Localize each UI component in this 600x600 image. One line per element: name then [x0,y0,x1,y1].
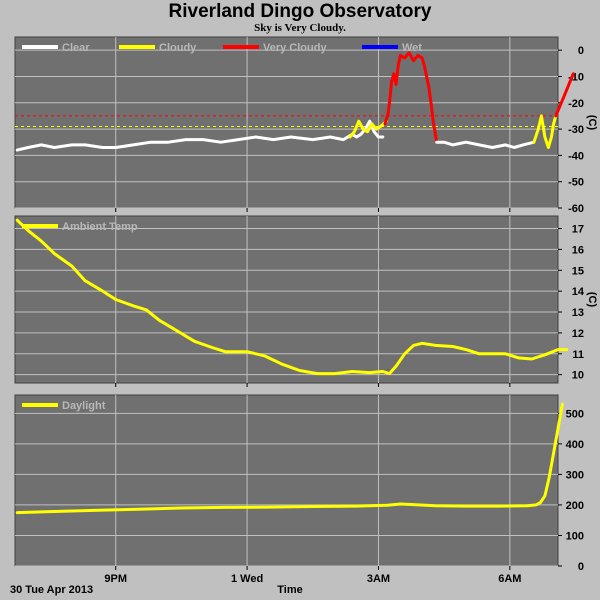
ambient-legend-label-ambient-temp: Ambient Temp [62,221,138,233]
xtick-label: 3AM [367,573,390,585]
ambient-plot-area [14,215,559,384]
ambient-ytick-label: 13 [572,307,584,319]
ambient-ytick-label: 17 [572,224,584,236]
daylight-ytick-label: 200 [566,500,584,512]
date-label: 30 Tue Apr 2013 [10,584,94,596]
xtick-label: 6AM [498,573,521,585]
daylight-ytick-label: 100 [566,530,584,542]
ambient-ytick-label: 14 [572,286,585,298]
ambient-ytick-label: 16 [572,244,584,256]
sky-ytick-label: 0 [578,45,584,57]
sky-legend-label-very-cloudy: Very Cloudy [263,42,327,54]
sky-ytick-label: -40 [568,150,584,162]
sky-ytick-label: -30 [568,124,584,136]
sky-unit-label: (C) [586,115,598,131]
sky-plot-area [14,36,559,209]
daylight-ytick-label: 500 [566,408,584,420]
daylight-ytick-label: 0 [578,561,584,573]
daylight-ytick-label: 400 [566,439,584,451]
sky-legend-label-cloudy: Cloudy [159,42,197,54]
ambient-ytick-label: 10 [572,370,584,382]
sky-ytick-label: -60 [568,203,584,215]
ambient-ytick-label: 11 [572,349,584,361]
sky-legend-label-clear: Clear [62,42,90,54]
sky-ytick-label: -20 [568,98,584,110]
sky-ytick-label: -50 [568,177,584,189]
sky-series-very-cloudy [554,72,575,118]
x-axis-label: Time [277,584,303,596]
sky-series-clear [435,140,536,149]
ambient-ytick-label: 15 [572,265,584,277]
daylight-legend-label-daylight: Daylight [62,400,106,412]
ambient-ytick-label: 12 [572,328,584,340]
ambient-unit-label: (C) [586,292,598,308]
daylight-ytick-label: 300 [566,469,584,481]
page-subtitle: Sky is Very Cloudy. [254,22,346,34]
sky-series-cloudy [532,114,558,149]
xtick-label: 1 Wed [231,573,263,585]
sky-series-clear [15,119,385,152]
daylight-plot-area [14,394,559,567]
ambient-series-ambient-temp [15,218,569,376]
xtick-label: 9PM [104,573,127,585]
sky-series-cloudy [348,119,388,139]
page-title: Riverland Dingo Observatory [168,1,432,22]
sky-legend-label-wet: Wet [402,42,422,54]
daylight-series-daylight [15,402,564,515]
sky-series-very-cloudy [383,51,439,144]
